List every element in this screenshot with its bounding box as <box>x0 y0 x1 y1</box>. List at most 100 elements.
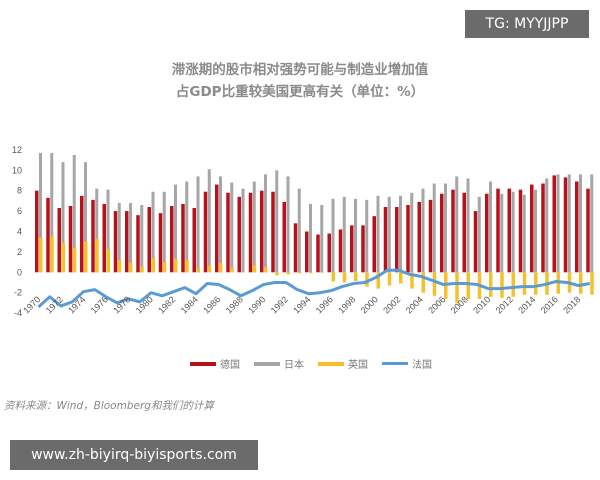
legend-item-france: 法国 <box>382 356 432 371</box>
bar-japan <box>365 199 369 273</box>
bar-japan <box>309 203 312 273</box>
bar-germany <box>361 225 365 273</box>
bar-japan <box>207 169 211 273</box>
x-tick-label: 2016 <box>539 294 560 315</box>
legend-item-uk: 英国 <box>318 356 368 371</box>
legend-swatch <box>254 361 280 366</box>
watermark-top: TG: MYYJJPP <box>465 10 589 38</box>
bar-uk <box>410 272 414 289</box>
x-tick-label: 1982 <box>156 294 177 315</box>
bar-japan <box>84 162 87 273</box>
bar-uk <box>219 263 223 273</box>
bar-japan <box>275 170 279 273</box>
bar-germany <box>91 199 95 273</box>
bar-uk <box>579 272 583 294</box>
bar-uk <box>185 260 189 273</box>
x-tick-label: 2004 <box>404 294 425 315</box>
bar-germany <box>260 190 264 273</box>
bar-uk <box>252 265 257 273</box>
bar-uk <box>140 266 144 273</box>
x-tick-label: 1980 <box>134 294 155 315</box>
bar-germany <box>203 191 208 273</box>
bar-uk <box>174 259 178 273</box>
bar-uk <box>590 272 594 295</box>
bar-germany <box>586 188 590 273</box>
legend-label: 日本 <box>284 360 304 371</box>
bar-japan <box>567 174 571 273</box>
y-tick-label: -2 <box>14 288 22 298</box>
bar-germany <box>406 204 410 273</box>
chart-title-line1: 滞涨期的股市相对强势可能与制造业增加值 <box>171 62 429 78</box>
bar-germany <box>417 201 421 273</box>
bar-uk <box>39 237 43 273</box>
bar-japan <box>286 176 290 273</box>
bar-japan <box>50 152 54 273</box>
bar-germany <box>350 225 354 273</box>
bar-japan <box>432 183 436 273</box>
bar-germany <box>563 177 568 273</box>
bar-uk <box>399 272 403 284</box>
y-tick-label: 4 <box>17 227 22 237</box>
bar-germany <box>192 208 196 273</box>
bar-japan <box>579 174 582 273</box>
legend-label: 英国 <box>348 360 368 371</box>
bar-germany <box>327 233 331 273</box>
bar-uk <box>117 260 122 273</box>
x-tick-label: 1998 <box>336 294 357 315</box>
bar-uk <box>500 272 504 298</box>
bar-japan <box>264 174 267 273</box>
bar-germany <box>102 203 106 273</box>
bar-germany <box>451 189 455 273</box>
bar-germany <box>113 211 118 273</box>
bar-japan <box>410 192 414 273</box>
bar-japan <box>455 176 459 273</box>
bar-japan <box>61 162 65 273</box>
bar-uk <box>489 272 493 297</box>
x-tick-label: 1992 <box>269 294 290 315</box>
bar-japan <box>489 181 492 273</box>
legend-item-japan: 日本 <box>254 356 304 371</box>
bar-japan <box>342 196 346 273</box>
bar-germany <box>372 216 376 273</box>
bar-germany <box>282 201 286 273</box>
bar-japan <box>140 204 144 273</box>
bar-uk <box>354 272 358 281</box>
bar-uk <box>387 272 392 286</box>
bar-germany <box>35 190 39 273</box>
y-tick-label: 6 <box>17 206 22 216</box>
bar-japan <box>252 181 256 273</box>
bar-japan <box>320 204 324 273</box>
bar-uk <box>365 272 369 287</box>
bar-uk <box>275 272 279 276</box>
x-tick-label: 2018 <box>561 294 582 315</box>
bar-germany <box>57 208 61 273</box>
bar-germany <box>170 206 174 273</box>
bar-uk <box>432 272 437 296</box>
bar-japan <box>477 196 481 273</box>
bar-uk <box>286 272 290 275</box>
bar-germany <box>383 207 388 273</box>
source-note: 资料来源：Wind，Bloomberg和我们的计算 <box>4 400 214 412</box>
line-france <box>37 268 591 309</box>
bar-germany <box>305 231 309 273</box>
bar-germany <box>440 193 444 273</box>
bar-germany <box>293 223 298 273</box>
bar-germany <box>530 184 534 273</box>
x-tick-label: 1996 <box>314 294 335 315</box>
bar-uk <box>309 272 313 274</box>
bar-germany <box>147 207 151 273</box>
bar-japan <box>545 178 549 273</box>
bar-japan <box>331 198 335 273</box>
bar-uk <box>264 267 268 273</box>
bar-japan <box>354 198 357 273</box>
bar-japan <box>590 174 594 273</box>
x-tick-label: 1974 <box>66 294 87 315</box>
legend-label: 法国 <box>412 360 432 371</box>
bar-uk <box>534 272 538 295</box>
x-tick-label: 1994 <box>291 294 312 315</box>
bar-japan <box>297 188 301 273</box>
bar-uk <box>376 272 380 289</box>
bar-uk <box>106 248 110 273</box>
bar-japan <box>522 194 526 273</box>
bar-japan <box>72 155 76 273</box>
